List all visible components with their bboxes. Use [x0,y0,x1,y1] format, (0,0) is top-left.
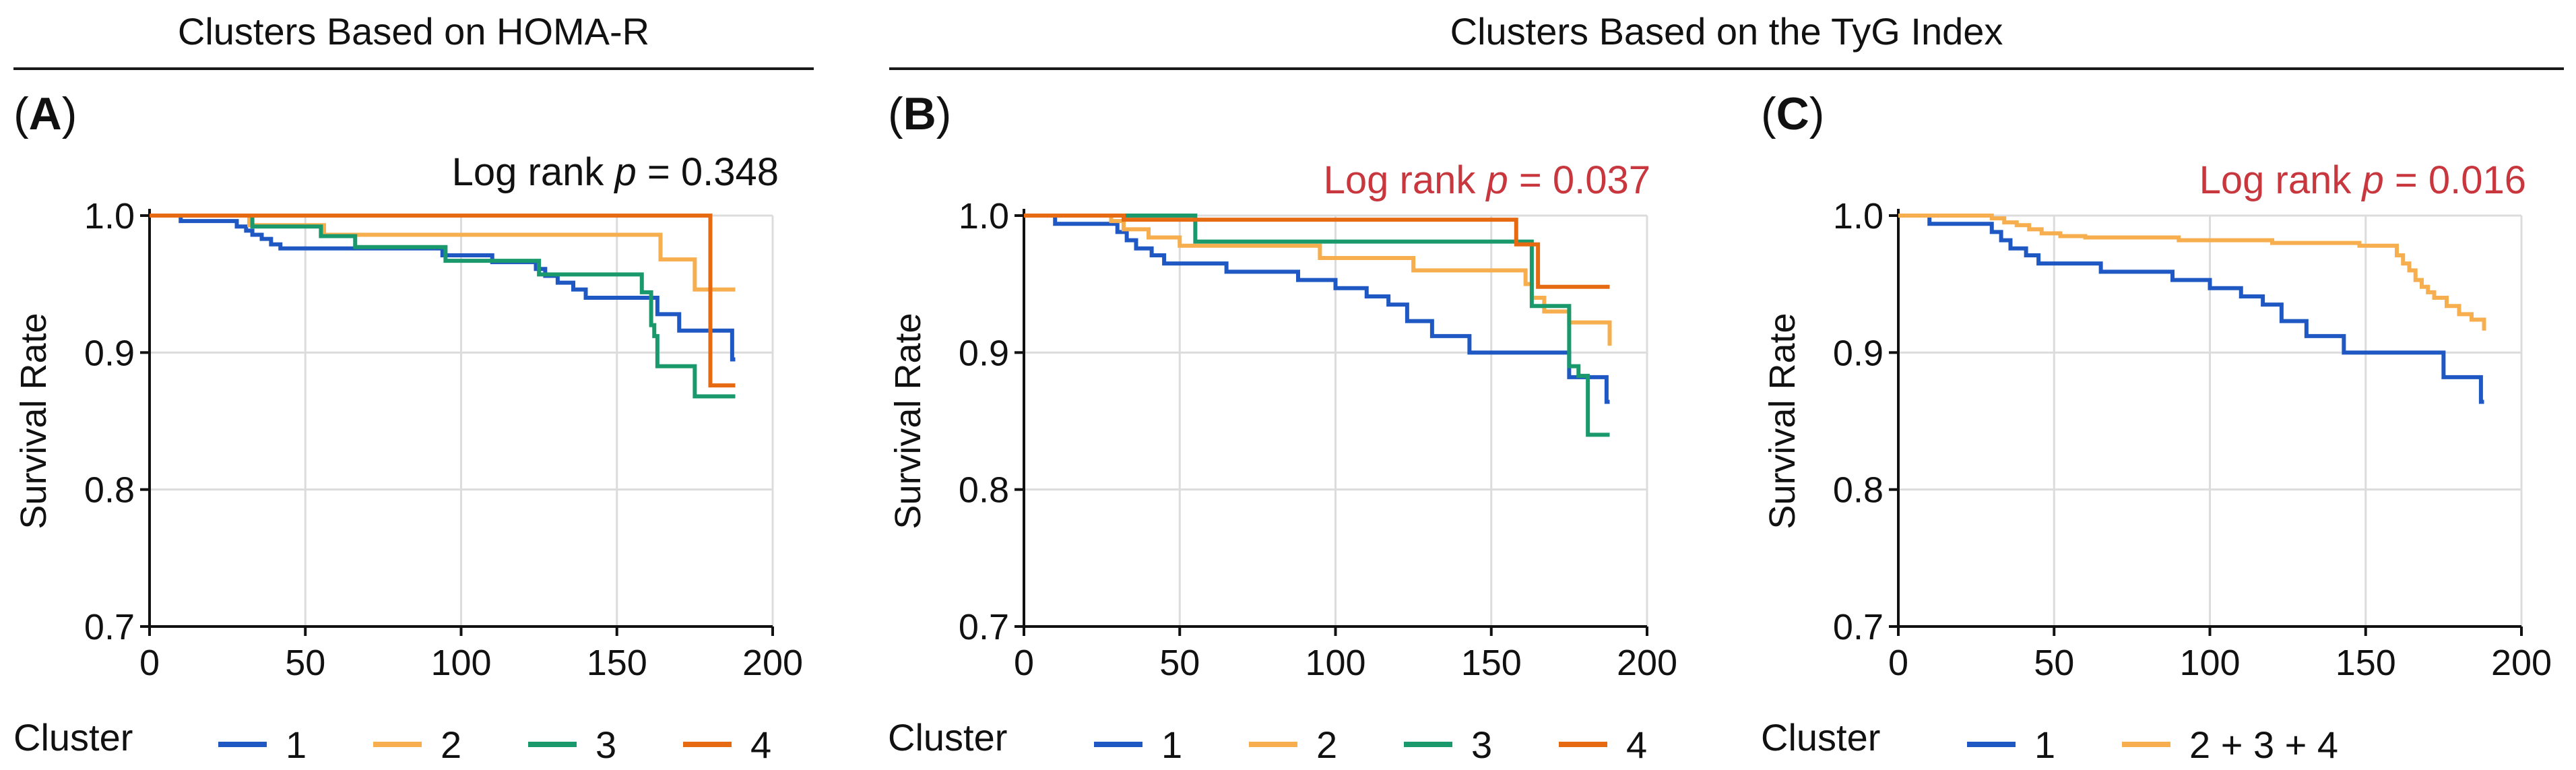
series-line-a-cluster-4 [150,214,736,388]
panel-label-c: (C) [1761,88,1825,139]
legend-item: 1 [218,721,307,768]
legend-label: 1 [2034,723,2056,766]
km-chart-a: 0.7 0.8 0.9 1.0 0 50 100 150 200 Survival Rate [13,196,803,683]
legend-item: 3 [1404,721,1492,768]
header-rule-tyg-index [889,67,2564,70]
p-value-c: Log rank p = 0.016 [2156,158,2526,203]
legend-swatch [1967,742,2016,747]
x-tick-label: 50 [1159,643,1200,683]
series-line-b-cluster-3 [1024,214,1610,437]
legend-item: 2 + 3 + 4 [2122,721,2338,768]
x-tick-label: 100 [430,643,491,683]
legend-item: 2 [1249,721,1337,768]
series-line-c-cluster-1 [1898,214,2484,404]
legend-label: 2 [441,723,462,766]
x-tick-label: 0 [1014,643,1034,683]
p-value-c-prefix: Log rank [2199,158,2362,202]
p-value-a-symbol: p [614,150,637,194]
series-line-a-cluster-3 [150,214,736,399]
legend-label: 2 [1316,723,1338,766]
y-tick-label: 0.7 [1833,607,1883,647]
legend-label: 2 + 3 + 4 [2189,723,2339,766]
header-homa-r: Clusters Based on HOMA-R [177,10,650,53]
legend-swatch [528,742,577,747]
legend-swatch [1249,742,1297,747]
legend-label: 1 [286,723,307,766]
x-tick-label: 200 [742,643,803,683]
legend-label: 4 [1626,723,1648,766]
x-tick-label: 0 [1888,643,1908,683]
series-line-c-cluster-2-3-4 [1898,214,2486,331]
legend-swatch [2122,742,2170,747]
legend-label: 3 [595,723,617,766]
legend-item: 3 [528,721,616,768]
y-tick-label: 0.7 [959,607,1009,647]
y-axis-label: Survival Rate [888,313,928,529]
legend-item: 1 [1967,721,2055,768]
legend-swatch [1094,742,1142,747]
y-tick-label: 0.9 [1833,333,1883,373]
y-tick-label: 1.0 [1833,196,1883,236]
x-tick-label: 200 [1617,643,1677,683]
series-line-b-cluster-4 [1024,214,1610,289]
y-tick-label: 0.8 [84,470,135,511]
legend-label: 1 [1161,723,1183,766]
legend-title-a: Cluster [13,716,133,759]
y-tick-label: 0.7 [84,607,135,647]
series-line-b-cluster-2 [1024,214,1612,346]
panel-label-b: (B) [888,88,952,139]
x-tick-label: 100 [2179,643,2240,683]
p-value-c-symbol: p [2362,158,2384,202]
p-value-b-prefix: Log rank [1323,158,1487,202]
legend-swatch [218,742,267,747]
x-tick-label: 0 [139,643,160,683]
p-value-a: Log rank p = 0.348 [404,150,779,195]
y-tick-label: 0.8 [1833,470,1883,511]
y-tick-label: 0.9 [84,333,135,373]
km-chart-c: 0.7 0.8 0.9 1.0 0 50 100 150 200 Survival Rate [1762,196,2552,683]
legend-item: 2 [373,721,461,768]
x-tick-label: 50 [2034,643,2074,683]
p-value-a-value: = 0.348 [636,150,779,194]
y-axis-label: Survival Rate [1762,313,1803,529]
legend-title-c: Cluster [1761,716,1881,759]
legend-swatch [1404,742,1452,747]
series-line-a-cluster-1 [150,214,736,362]
y-tick-label: 1.0 [959,196,1009,236]
y-tick-label: 1.0 [84,196,135,236]
x-tick-label: 200 [2491,643,2552,683]
km-chart-b: 0.7 0.8 0.9 1.0 0 50 100 150 200 Survival Rate [888,196,1677,683]
legend-item: 4 [683,721,771,768]
panel-label-a: (A) [13,88,77,139]
legend-label: 3 [1471,723,1493,766]
y-axis-label: Survival Rate [13,313,54,529]
x-tick-label: 150 [1461,643,1522,683]
series-line-b-cluster-1 [1024,214,1610,404]
header-rule-homa-r [13,67,814,70]
legend-item: 1 [1094,721,1182,768]
legend-swatch [683,742,732,747]
y-tick-label: 0.8 [959,470,1009,511]
p-value-b-value: = 0.037 [1508,158,1650,202]
x-tick-label: 150 [587,643,647,683]
x-tick-label: 150 [2336,643,2396,683]
p-value-c-value: = 0.016 [2383,158,2526,202]
x-tick-label: 100 [1305,643,1365,683]
legend-label: 4 [750,723,772,766]
legend-swatch [373,742,422,747]
p-value-b-symbol: p [1486,158,1508,202]
p-value-b: Log rank p = 0.037 [1280,158,1650,203]
header-tyg-index: Clusters Based on the TyG Index [1450,10,2003,53]
p-value-a-prefix: Log rank [451,150,615,194]
legend-swatch [1559,742,1607,747]
series-line-a-cluster-2 [150,214,736,292]
legend-title-b: Cluster [888,716,1008,759]
y-tick-label: 0.9 [959,333,1009,373]
x-tick-label: 50 [285,643,325,683]
legend-item: 4 [1559,721,1647,768]
